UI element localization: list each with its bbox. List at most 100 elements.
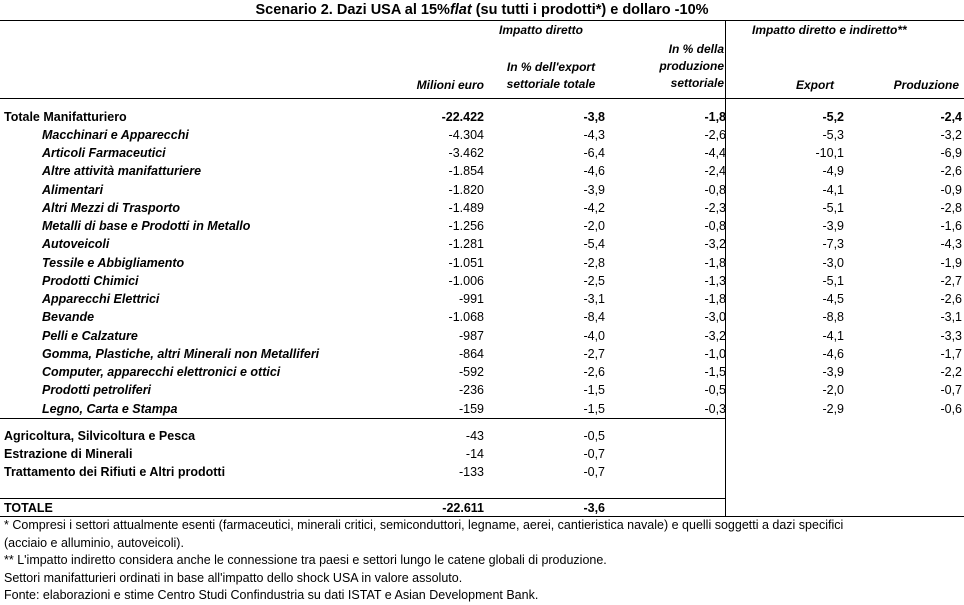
cell-milioni-euro: -1.281 [448, 237, 484, 251]
cell-produzione: -1,7 [940, 347, 962, 361]
table-row: Trattamento dei Rifiuti e Altri prodotti… [0, 463, 964, 481]
cell-export: -4,1 [822, 329, 844, 343]
table-row-totale-manifatturiero: Totale Manifatturiero -22.422 -3,8 -1,8 … [0, 108, 964, 126]
cell-export-pct: -2,7 [583, 347, 605, 361]
cell-prod-pct: -2,4 [704, 164, 726, 178]
cell-export-pct: -3,8 [583, 110, 605, 124]
row-label: Bevande [42, 310, 95, 324]
cell-produzione: -2,8 [940, 201, 962, 215]
row-label: Gomma, Plastiche, altri Minerali non Met… [42, 347, 320, 361]
header-prod-pct-line3: settoriale [670, 76, 724, 90]
cell-milioni-euro: -236 [458, 383, 484, 397]
cell-milioni-euro: -4.304 [448, 128, 484, 142]
cell-export: -5,1 [822, 274, 844, 288]
cell-export-pct: -1,5 [583, 402, 605, 416]
header-export-pct-line1: In % dell'export [506, 60, 596, 74]
header-prod-pct: In % della produzione settoriale [659, 41, 724, 92]
cell-produzione: -3,1 [940, 310, 962, 324]
footnote-source: Fonte: elaborazioni e stime Centro Studi… [4, 588, 539, 603]
table-row: Alimentari -1.820 -3,9 -0,8 -4,1 -0,9 [0, 181, 964, 199]
cell-produzione: -1,9 [940, 256, 962, 270]
table-row: Macchinari e Apparecchi -4.304 -4,3 -2,6 -5,… [0, 126, 964, 144]
table-row: Agricoltura, Silvicoltura e Pesca -43 -0,5 [0, 427, 964, 445]
cell-produzione: -1,6 [940, 219, 962, 233]
title-suffix: (su tutti i prodotti*) e dollaro -10% [471, 2, 709, 18]
cell-export-pct: -4,0 [583, 329, 605, 343]
cell-export-pct: -2,5 [583, 274, 605, 288]
cell-prod-pct: -1,8 [704, 110, 726, 124]
cell-milioni-euro: -1.820 [448, 183, 484, 197]
cell-milioni-euro: -864 [458, 347, 484, 361]
rule-totale-top [0, 498, 725, 499]
cell-export: -7,3 [822, 237, 844, 251]
cell-milioni-euro: -987 [458, 329, 484, 343]
cell-export: -4,6 [822, 347, 844, 361]
cell-produzione: -6,9 [940, 146, 962, 160]
cell-prod-pct: -1,8 [704, 256, 726, 270]
cell-milioni-euro: -1.854 [448, 164, 484, 178]
cell-milioni-euro: -1.051 [448, 256, 484, 270]
cell-produzione: -3,3 [940, 329, 962, 343]
header-prod-pct-line1: In % della [668, 42, 724, 56]
cell-export-pct: -2,8 [583, 256, 605, 270]
row-label: Pelli e Calzature [42, 329, 138, 343]
row-label: Autoveicoli [42, 237, 110, 251]
row-label: Altre attività manifatturiere [42, 164, 202, 178]
header-milioni-euro: Milioni euro [416, 78, 484, 92]
cell-export: -5,2 [822, 110, 844, 124]
cell-prod-pct: -1,5 [704, 365, 726, 379]
cell-export-pct: -3,9 [583, 183, 605, 197]
row-label: Metalli di base e Prodotti in Metallo [42, 219, 251, 233]
table-row: Estrazione di Minerali -14 -0,7 [0, 445, 964, 463]
table-row: Prodotti petroliferi -236 -1,5 -0,5 -2,0 -0,7 [0, 381, 964, 399]
cell-export: -3,9 [822, 365, 844, 379]
cell-export: -5,1 [822, 201, 844, 215]
header-export-pct: In % dell'export settoriale totale [490, 59, 612, 93]
row-label: Legno, Carta e Stampa [42, 402, 178, 416]
cell-produzione: -2,7 [940, 274, 962, 288]
cell-produzione: -0,7 [940, 383, 962, 397]
cell-export: -3,0 [822, 256, 844, 270]
header-impatto-diretto: Impatto diretto [499, 23, 583, 37]
cell-produzione: -2,6 [940, 292, 962, 306]
table-row: Autoveicoli -1.281 -5,4 -3,2 -7,3 -4,3 [0, 235, 964, 253]
header-impatto-diretto-indiretto: Impatto diretto e indiretto** [752, 23, 907, 37]
rule-header-bottom [0, 98, 964, 99]
cell-milioni-euro: -43 [465, 429, 484, 443]
cell-milioni-euro: -159 [458, 402, 484, 416]
cell-export-pct: -0,7 [583, 465, 605, 479]
row-label: Macchinari e Apparecchi [42, 128, 189, 142]
rule-top [0, 20, 964, 21]
footnote-2: ** L'impatto indiretto considera anche l… [4, 553, 607, 568]
row-label: Trattamento dei Rifiuti e Altri prodotti [4, 465, 226, 479]
cell-export: -4,9 [822, 164, 844, 178]
cell-prod-pct: -0,3 [704, 402, 726, 416]
cell-export-pct: -4,3 [583, 128, 605, 142]
cell-export: -4,1 [822, 183, 844, 197]
cell-prod-pct: -0,8 [704, 219, 726, 233]
cell-milioni-euro: -1.489 [448, 201, 484, 215]
header-prod-pct-line2: produzione [659, 59, 724, 73]
title-prefix: Scenario 2. Dazi USA al 15% [255, 2, 450, 18]
cell-milioni-euro: -22.422 [441, 110, 484, 124]
cell-milioni-euro: -22.611 [442, 501, 484, 515]
cell-milioni-euro: -1.006 [448, 274, 484, 288]
header-export-pct-line2: settoriale totale [506, 77, 596, 91]
cell-milioni-euro: -991 [458, 292, 484, 306]
cell-milioni-euro: -133 [458, 465, 484, 479]
cell-export: -5,3 [822, 128, 844, 142]
table-row: Articoli Farmaceutici -3.462 -6,4 -4,4 -10,1… [0, 144, 964, 162]
cell-prod-pct: -0,5 [704, 383, 726, 397]
row-label: Totale Manifatturiero [4, 110, 127, 124]
cell-export-pct: -3,6 [583, 501, 605, 515]
row-label: Alimentari [42, 183, 104, 197]
table-title: Scenario 2. Dazi USA al 15%flat (su tutt… [0, 0, 964, 20]
cell-milioni-euro: -3.462 [448, 146, 484, 160]
footnotes: * Compresi i settori attualmente esenti … [4, 517, 962, 605]
row-label: Computer, apparecchi elettronici e ottic… [42, 365, 281, 379]
footnote-1-cont: (acciaio e alluminio, autoveicoli). [4, 535, 184, 550]
cell-prod-pct: -3,2 [704, 329, 726, 343]
cell-milioni-euro: -1.256 [448, 219, 484, 233]
cell-prod-pct: -4,4 [704, 146, 726, 160]
